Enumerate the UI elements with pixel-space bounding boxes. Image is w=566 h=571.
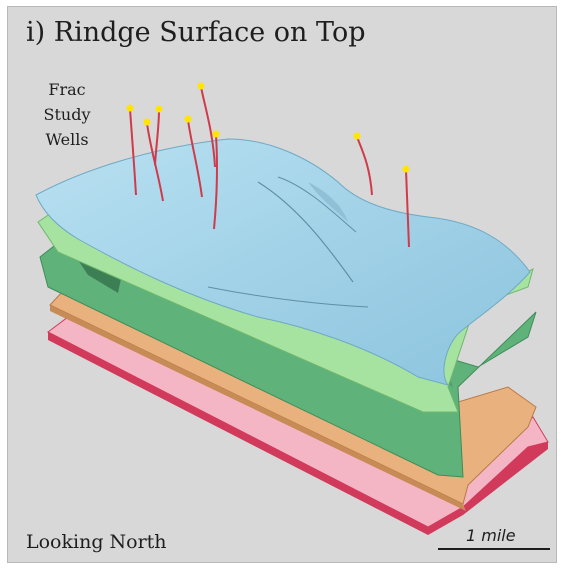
scale-bar xyxy=(438,548,550,550)
frac-study-wells xyxy=(126,82,410,248)
wells-label-line: Study xyxy=(43,105,91,124)
orientation-label: Looking North xyxy=(26,531,167,553)
wells-label-line: Frac xyxy=(48,80,86,99)
well xyxy=(154,105,163,166)
figure-title: i) Rindge Surface on Top xyxy=(26,17,366,48)
well xyxy=(126,104,137,196)
well xyxy=(143,118,164,202)
wells-label-line: Wells xyxy=(45,130,89,149)
well xyxy=(353,132,373,196)
scale-label: 1 mile xyxy=(466,526,516,545)
stratigraphic-3d-model xyxy=(35,82,549,535)
rindge-surface xyxy=(35,138,531,386)
well xyxy=(197,82,216,168)
frac-study-wells-label: Frac Study Wells xyxy=(32,77,102,152)
well xyxy=(184,115,203,198)
well xyxy=(402,165,410,248)
figure-frame: i) Rindge Surface on Top Frac Study Well… xyxy=(7,6,557,563)
well xyxy=(212,130,220,230)
